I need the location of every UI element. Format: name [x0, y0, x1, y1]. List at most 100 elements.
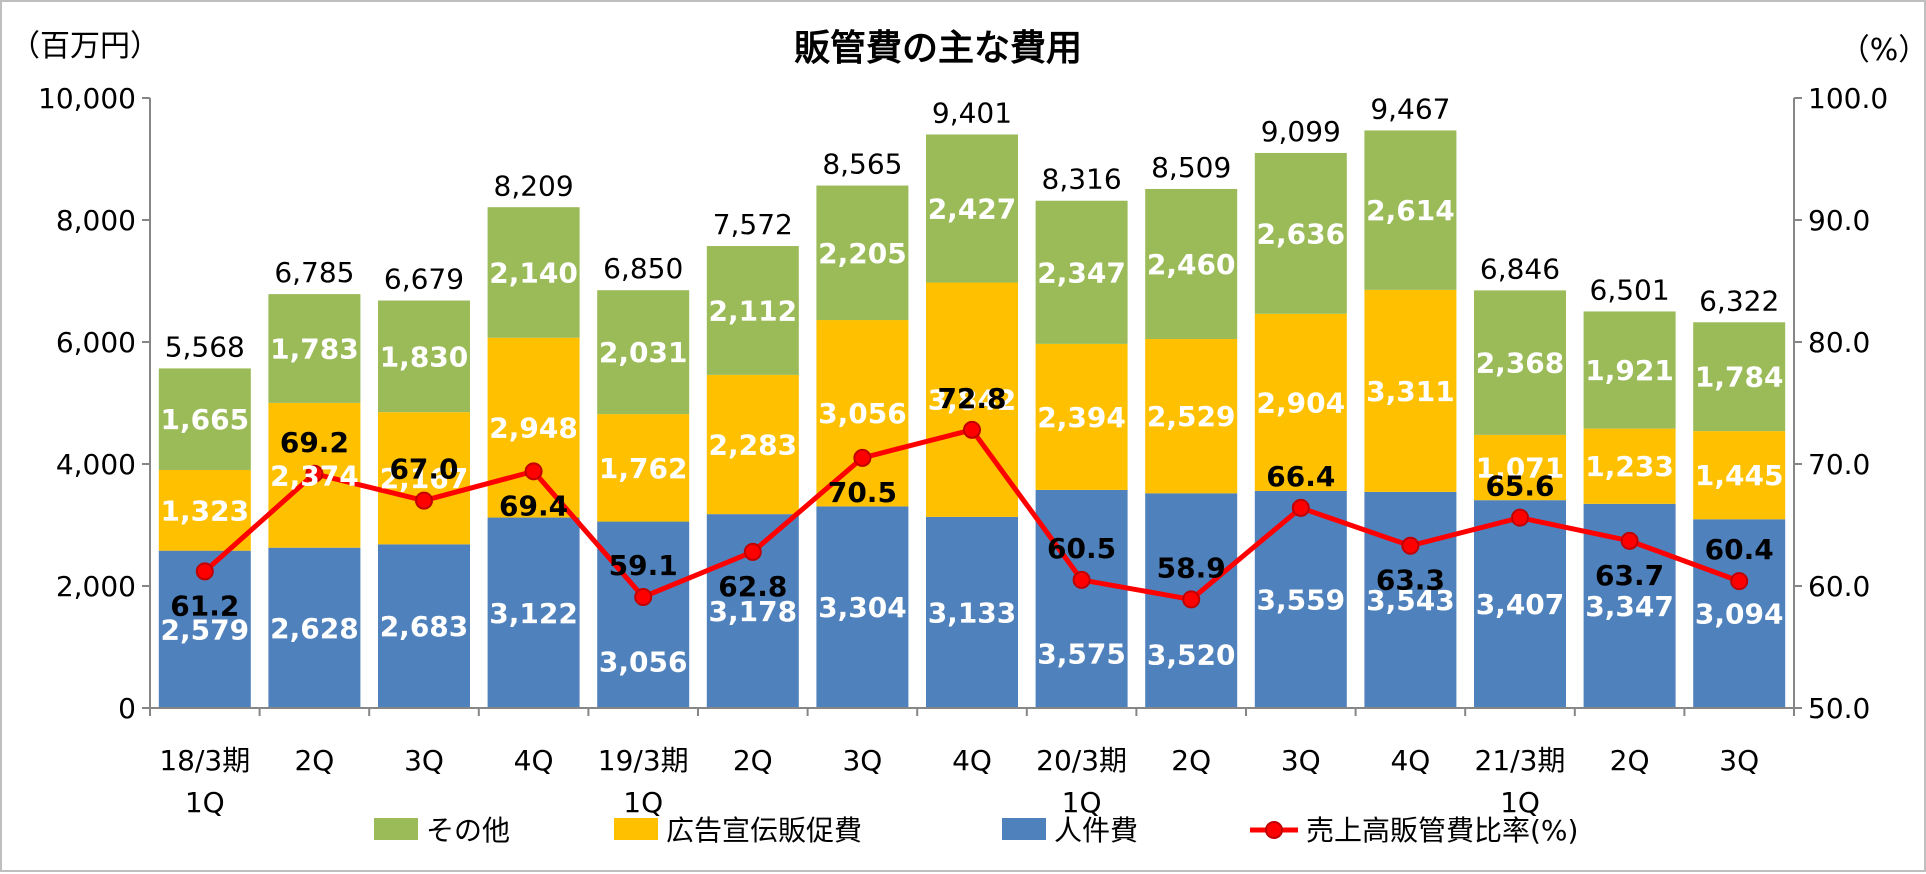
legend-swatch	[1002, 818, 1046, 840]
category-label: 3Q	[842, 744, 882, 777]
legend-label: 人件費	[1054, 814, 1138, 847]
right-tick-label: 70.0	[1808, 448, 1870, 481]
ratio-point	[743, 542, 762, 561]
segment-label: 2,904	[1257, 386, 1346, 419]
segment-label: 1,665	[161, 403, 250, 436]
segment-label: 2,140	[489, 256, 578, 289]
ratio-point	[305, 464, 324, 483]
total-label: 6,501	[1590, 273, 1670, 306]
total-label: 6,679	[384, 263, 464, 296]
total-label: 8,316	[1042, 163, 1122, 196]
category-label: 4Q	[1390, 744, 1430, 777]
total-label: 8,209	[494, 169, 574, 202]
ratio-point	[524, 462, 543, 481]
ratio-label: 62.8	[718, 570, 787, 603]
segment-label: 3,842	[928, 384, 1017, 417]
right-tick-label: 50.0	[1808, 692, 1870, 725]
bar-segment	[158, 469, 251, 551]
segment-label: 3,056	[818, 397, 907, 430]
bar-segment	[1364, 289, 1457, 492]
ratio-point	[1182, 590, 1201, 609]
bar-segment	[706, 246, 799, 375]
category-label: 2Q	[1171, 744, 1211, 777]
bar-segment	[268, 547, 361, 708]
bar-segment	[597, 521, 690, 708]
segment-label: 2,374	[270, 459, 359, 492]
bars-group	[158, 130, 1786, 708]
bar-segment	[816, 320, 909, 507]
legend-label: 売上高販管費比率(%)	[1306, 814, 1578, 847]
segment-label: 2,112	[709, 294, 798, 327]
bar-segment	[378, 544, 470, 708]
bar-segment	[268, 294, 361, 403]
total-label: 6,846	[1480, 252, 1560, 285]
category-label: 2Q	[733, 744, 773, 777]
category-label: 3Q	[1281, 744, 1321, 777]
ratio-point	[963, 420, 981, 439]
bar-segment	[1693, 431, 1786, 520]
segment-label: 3,407	[1476, 588, 1565, 621]
bar-segment	[487, 207, 580, 338]
bar-segment	[1145, 339, 1238, 494]
bar-segment	[1145, 188, 1238, 340]
segment-label: 3,178	[709, 595, 798, 628]
bar-segment	[1693, 519, 1786, 708]
total-label: 5,568	[165, 330, 245, 363]
ratio-label: 63.3	[1376, 564, 1445, 597]
segment-label: 3,304	[818, 591, 907, 624]
legend-label: その他	[426, 814, 510, 847]
ratio-point	[634, 587, 653, 606]
ratio-label: 67.0	[389, 453, 458, 486]
category-label: 19/3期	[598, 744, 689, 777]
total-label: 9,099	[1261, 115, 1341, 148]
bar-segment	[378, 412, 470, 545]
segment-label: 2,628	[270, 612, 359, 645]
ratio-point	[853, 448, 872, 467]
bar-segment	[1583, 311, 1676, 429]
segment-label: 2,683	[380, 610, 469, 643]
ratio-label: 65.6	[1485, 470, 1554, 503]
right-tick-label: 90.0	[1808, 204, 1870, 237]
bar-segment	[926, 282, 1018, 517]
segment-label: 2,636	[1257, 217, 1346, 250]
segment-label: 1,921	[1585, 354, 1674, 387]
bar-segment	[1474, 290, 1566, 435]
ratio-label: 70.5	[828, 476, 897, 509]
total-label: 8,565	[822, 148, 902, 181]
bar-segment	[597, 290, 690, 415]
bar-segment	[1364, 491, 1457, 708]
ratio-label: 69.4	[499, 489, 568, 522]
bar-segment	[378, 300, 470, 413]
category-label: 3Q	[404, 744, 444, 777]
data-labels-group: 2,579 1,323 1,665 2,628 2,374 1,783 2,683 2,167…	[161, 93, 1784, 679]
segment-label: 3,575	[1037, 637, 1126, 670]
right-tick-label: 80.0	[1808, 326, 1870, 359]
segment-label: 1,071	[1476, 452, 1565, 485]
ratio-label: 60.5	[1047, 532, 1116, 565]
ratio-label: 59.1	[609, 549, 678, 582]
right-tick-label: 60.0	[1808, 570, 1870, 603]
segment-label: 2,347	[1037, 256, 1126, 289]
segment-label: 2,579	[161, 613, 250, 646]
bar-segment	[706, 374, 799, 515]
bar-segment	[1035, 200, 1128, 344]
category-label: 21/3期	[1475, 744, 1566, 777]
category-label: 4Q	[514, 744, 554, 777]
bar-segment	[1254, 152, 1347, 314]
ratio-label: 72.8	[937, 382, 1006, 415]
legend: その他 広告宣伝販促費 人件費 売上高販管費比率(%)	[374, 814, 1578, 847]
ratio-label: 61.2	[170, 589, 239, 622]
segment-label: 3,056	[599, 645, 688, 678]
ratio-point	[1730, 572, 1749, 591]
segment-label: 3,559	[1257, 583, 1346, 616]
bar-segment	[487, 337, 580, 518]
ratio-point	[1511, 508, 1529, 527]
category-label: 2Q	[1610, 744, 1650, 777]
ratio-point	[1072, 570, 1091, 589]
segment-label: 1,762	[599, 452, 688, 485]
total-label: 6,850	[603, 252, 683, 285]
total-label: 8,509	[1151, 151, 1231, 184]
bar-segment	[1693, 322, 1786, 432]
segment-label: 2,031	[599, 336, 688, 369]
segment-label: 1,233	[1585, 450, 1674, 483]
